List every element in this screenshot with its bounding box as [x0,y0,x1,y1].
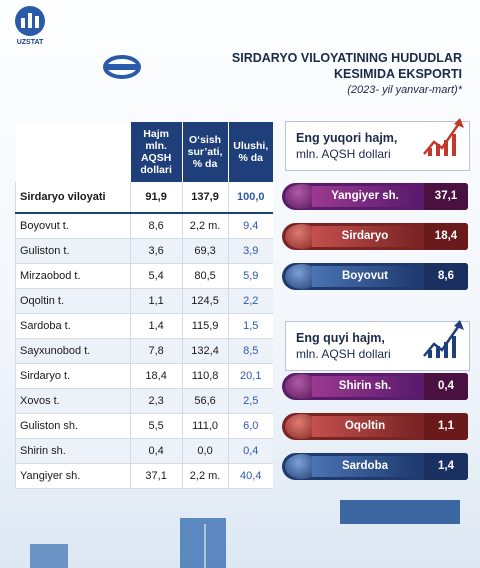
column-header: O‘sish sur’ati, % da [181,122,229,182]
cell: 2,2 [227,288,273,314]
cell: 3,9 [227,238,273,264]
table-row: Xovos t. 2,3 56,6 2,5 [15,388,273,414]
table-row: Boyovut t. 8,6 2,2 m. 9,4 [15,213,273,239]
footer-decor [30,500,460,568]
column-header: Hajm mln. AQSH dollari [129,122,183,182]
row-label: Boyovut t. [15,213,131,239]
bar-value: 18,4 [424,223,468,250]
bar-label: Sirdaryo [312,226,418,247]
cell: 1,5 [227,313,273,339]
row-label: Sardoba t. [15,313,131,339]
cell: 100,0 [227,182,273,214]
logo-text: UZSTAT [17,39,44,46]
cell: 18,4 [129,363,183,389]
bar-label: Boyovut [312,266,418,287]
rank-bar: Sardoba 1,4 [282,453,468,480]
table-row: Yangiyer sh. 37,1 2,2 m. 40,4 [15,463,273,489]
cell: 137,9 [181,182,229,214]
table-row: Sirdaryo t. 18,4 110,8 20,1 [15,363,273,389]
bar-label: Yangiyer sh. [312,186,418,207]
header-row: Hajm mln. AQSH dollari O‘sish sur’ati, % … [15,122,273,182]
row-label: Mirzaobod t. [15,263,131,289]
cell: 8,5 [227,338,273,364]
table-row: Sardoba t. 1,4 115,9 1,5 [15,313,273,339]
cell: 40,4 [227,463,273,489]
cell: 56,6 [181,388,229,414]
table-row: Sirdaryo viloyati 91,9 137,9 100,0 [15,182,273,214]
top-title: Eng yuqori hajm, [296,131,398,145]
bar-label: Shirin sh. [312,376,418,397]
rise-icon [423,320,464,358]
bar-label: Sardoba [312,456,418,477]
rank-bar: Sirdaryo 18,4 [282,223,468,250]
logo: UZSTAT [15,6,45,46]
decor-icon [103,55,141,79]
bar-value: 8,6 [424,263,468,290]
cell: 124,5 [181,288,229,314]
cell: 5,9 [227,263,273,289]
row-label: Sayxunobod t. [15,338,131,364]
cell: 6,0 [227,413,273,439]
bar-label: Oqoltin [312,416,418,437]
header-blank [15,122,131,182]
row-label: Oqoltin t. [15,288,131,314]
top-title: mln. AQSH dollari [296,147,391,161]
row-label: Guliston sh. [15,413,131,439]
table-row: Shirin sh. 0,4 0,0 0,4 [15,438,273,464]
cell: 2,2 m. [181,213,229,239]
cell: 1,1 [129,288,183,314]
row-label: Sirdaryo t. [15,363,131,389]
bottom-title: mln. AQSH dollari [296,347,391,361]
cell: 5,4 [129,263,183,289]
table-row: Guliston t. 3,6 69,3 3,9 [15,238,273,264]
cell: 0,0 [181,438,229,464]
title-block: SIRDARYO VILOYATINING HUDUDLAR KESIMIDA … [232,50,462,98]
bar-value: 37,1 [424,183,468,210]
cell: 3,6 [129,238,183,264]
cell: 37,1 [129,463,183,489]
cell: 8,6 [129,213,183,239]
table-row: Oqoltin t. 1,1 124,5 2,2 [15,288,273,314]
rise-icon [423,118,464,156]
cell: 2,5 [227,388,273,414]
cell: 111,0 [181,413,229,439]
rank-bar: Oqoltin 1,1 [282,413,468,440]
cell: 7,8 [129,338,183,364]
cell: 91,9 [129,182,183,214]
cell: 0,4 [129,438,183,464]
row-label: Yangiyer sh. [15,463,131,489]
cell: 110,8 [181,363,229,389]
row-label: Shirin sh. [15,438,131,464]
cell: 132,4 [181,338,229,364]
cell: 69,3 [181,238,229,264]
cell: 9,4 [227,213,273,239]
table-row: Sayxunobod t. 7,8 132,4 8,5 [15,338,273,364]
export-table: Hajm mln. AQSH dollari O‘sish sur’ati, % … [15,122,273,489]
row-label: Xovos t. [15,388,131,414]
row-label: Guliston t. [15,238,131,264]
cell: 5,5 [129,413,183,439]
cell: 20,1 [227,363,273,389]
bar-value: 1,1 [424,413,468,440]
bar-value: 0,4 [424,373,468,400]
table-row: Mirzaobod t. 5,4 80,5 5,9 [15,263,273,289]
cell: 2,2 m. [181,463,229,489]
title: KESIMIDA EKSPORTI [333,67,462,81]
subtitle: (2023- yil yanvar-mart)* [347,84,462,96]
rank-bar: Yangiyer sh. 37,1 [282,183,468,210]
column-header: Ulushi, % da [227,122,273,182]
cell: 1,4 [129,313,183,339]
cell: 0,4 [227,438,273,464]
title: SIRDARYO VILOYATINING HUDUDLAR [231,51,462,65]
table-row: Guliston sh. 5,5 111,0 6,0 [15,413,273,439]
cell: 80,5 [181,263,229,289]
row-label: Sirdaryo viloyati [15,182,131,214]
bar-value: 1,4 [424,453,468,480]
cell: 115,9 [181,313,229,339]
bottom-title: Eng quyi hajm, [296,331,385,345]
rank-bar: Boyovut 8,6 [282,263,468,290]
rank-bar: Shirin sh. 0,4 [282,373,468,400]
cell: 2,3 [129,388,183,414]
